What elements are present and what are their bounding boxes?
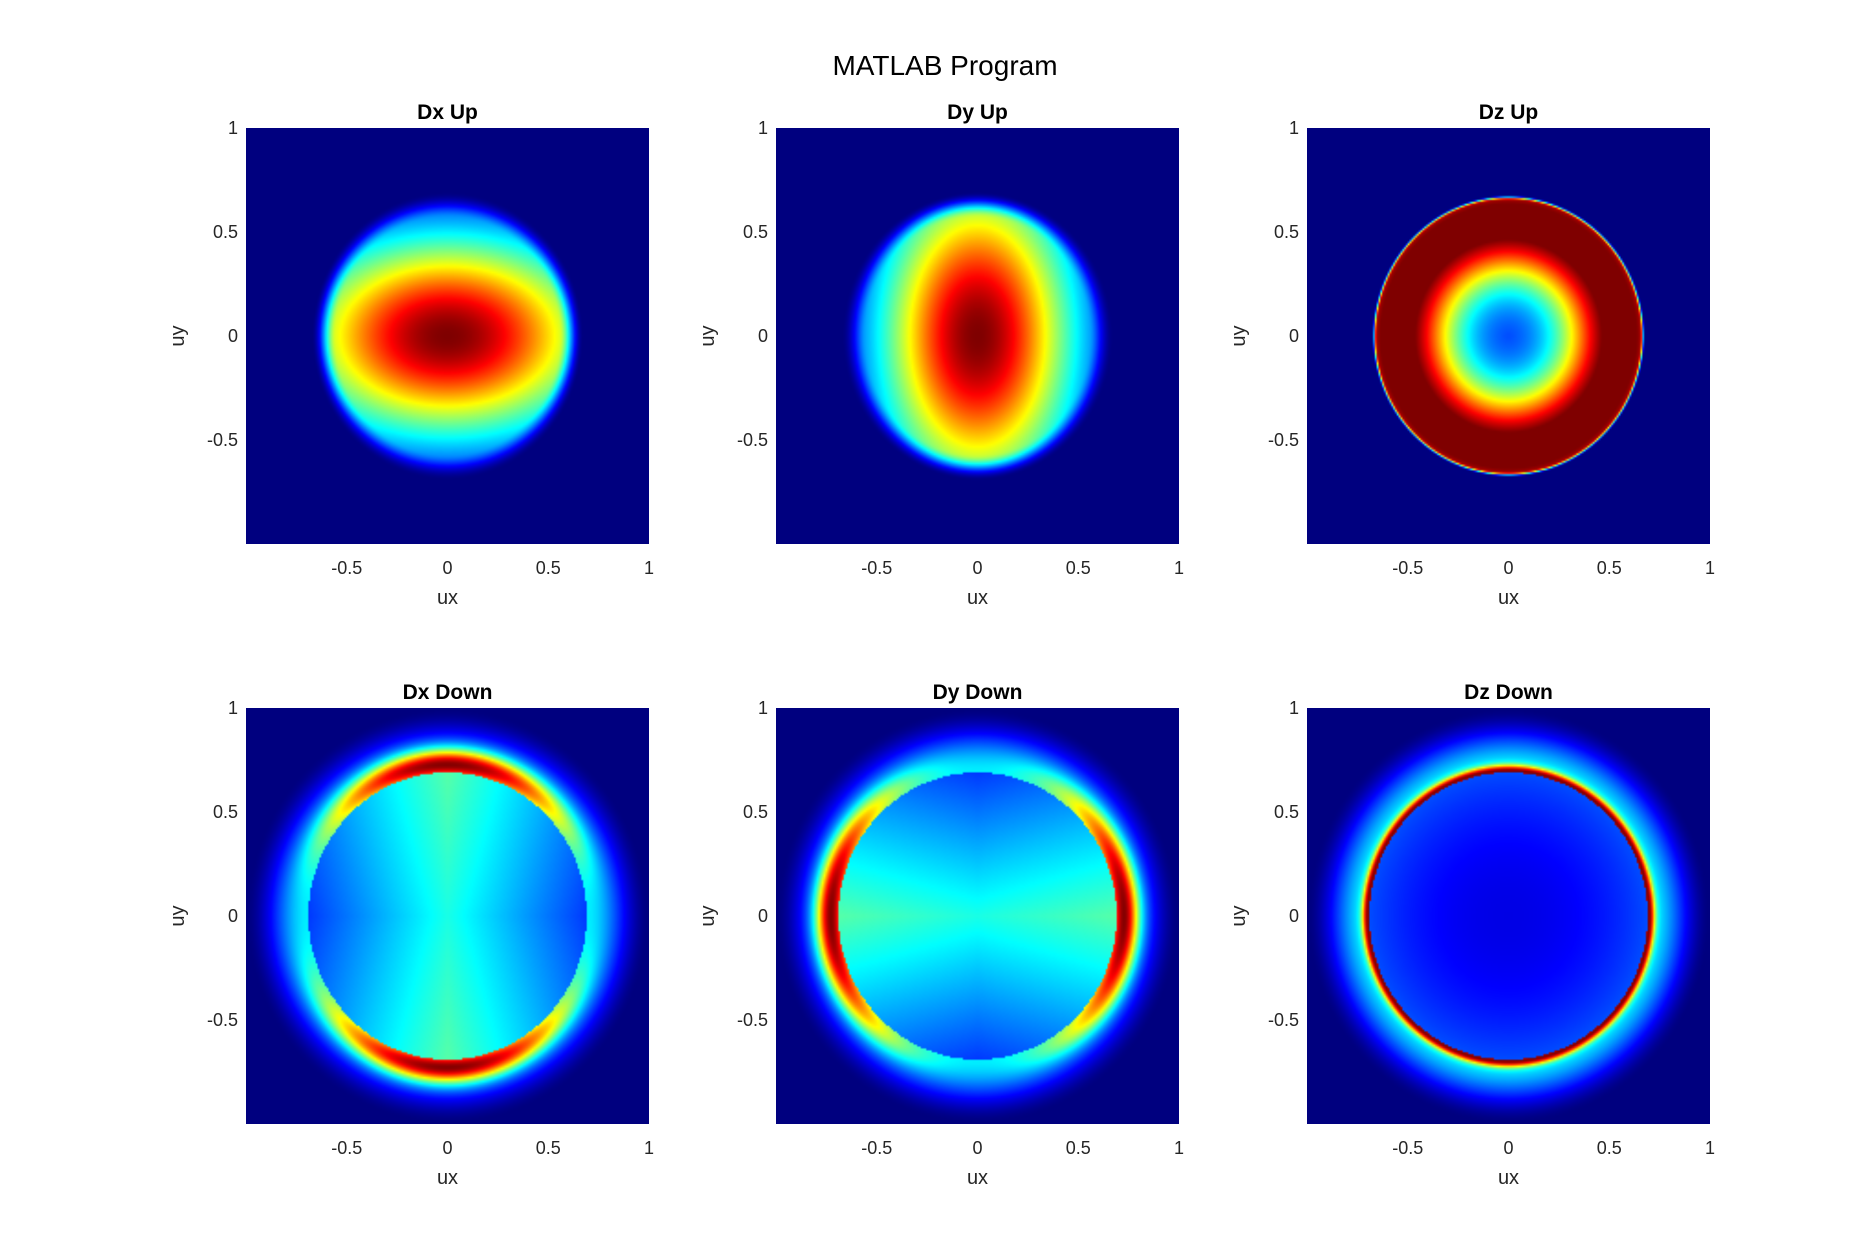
x-tick-label-dy-up: 0: [972, 558, 982, 578]
x-tick-label-dy-down: 1: [1174, 1138, 1184, 1158]
y-tick-label-dy-down: 0: [758, 906, 768, 926]
y-tick-label-dy-down: 1: [758, 698, 768, 718]
y-tick-label-dy-up: 1: [758, 118, 768, 138]
y-axis-label-dx-down: uy: [167, 905, 189, 926]
x-tick-label-dx-down: 1: [644, 1138, 654, 1158]
heatmap-dx-up: [246, 128, 649, 544]
x-axis-label-dx-up: ux: [437, 587, 458, 609]
x-tick-label-dz-up: -0.5: [1392, 558, 1423, 578]
y-tick-label-dz-down: 1: [1289, 698, 1299, 718]
y-tick-label-dy-up: 0.5: [743, 222, 768, 242]
x-tick-label-dy-up: -0.5: [861, 558, 892, 578]
x-tick-label-dy-up: 0.5: [1066, 558, 1091, 578]
y-tick-label-dz-up: 0: [1289, 326, 1299, 346]
y-tick-label-dz-up: -0.5: [1268, 430, 1299, 450]
heatmap-dz-down: [1307, 708, 1710, 1124]
y-tick-label-dx-up: 0: [228, 326, 238, 346]
x-tick-label-dx-up: 1: [644, 558, 654, 578]
heatmap-dy-down: [776, 708, 1179, 1124]
x-tick-label-dy-down: 0: [972, 1138, 982, 1158]
y-tick-label-dz-down: -0.5: [1268, 1010, 1299, 1030]
y-tick-label-dx-up: 1: [228, 118, 238, 138]
heatmap-dy-up: [776, 128, 1179, 544]
heatmap-dz-up: [1307, 128, 1710, 544]
y-tick-label-dx-down: 0.5: [213, 802, 238, 822]
subplot-dy-down: Dy Down -0.5 0 0.5 1 -0.5 0 0.5 1 ux uy: [697, 681, 1184, 1189]
x-axis-label-dz-up: ux: [1498, 587, 1519, 609]
x-tick-label-dz-down: 0.5: [1597, 1138, 1622, 1158]
x-axis-label-dy-up: ux: [967, 587, 988, 609]
x-tick-label-dy-down: -0.5: [861, 1138, 892, 1158]
x-tick-label-dz-up: 1: [1705, 558, 1715, 578]
y-tick-label-dz-down: 0.5: [1274, 802, 1299, 822]
y-tick-label-dz-up: 0.5: [1274, 222, 1299, 242]
figure-title: MATLAB Program: [832, 50, 1057, 81]
y-tick-label-dx-up: 0.5: [213, 222, 238, 242]
y-tick-label-dy-up: -0.5: [737, 430, 768, 450]
y-tick-label-dy-down: 0.5: [743, 802, 768, 822]
y-tick-label-dy-down: -0.5: [737, 1010, 768, 1030]
subplot-dz-down: Dz Down -0.5 0 0.5 1 -0.5 0 0.5 1 ux uy: [1228, 681, 1715, 1189]
y-tick-label-dz-down: 0: [1289, 906, 1299, 926]
subplot-dz-up: Dz Up -0.5 0 0.5 1 -0.5 0 0.5 1 ux uy: [1228, 101, 1715, 609]
x-tick-label-dz-down: -0.5: [1392, 1138, 1423, 1158]
y-tick-label-dz-up: 1: [1289, 118, 1299, 138]
x-tick-label-dx-down: -0.5: [331, 1138, 362, 1158]
axis-title-dx-down: Dx Down: [403, 681, 493, 704]
x-tick-label-dx-down: 0.5: [536, 1138, 561, 1158]
axes-layer: Dx Up -0.5 0 0.5 1 -0.5 0 0.5 1 ux uy Dy Up -0.5 0 0.5…: [167, 101, 1715, 1189]
y-tick-label-dx-down: 0: [228, 906, 238, 926]
x-tick-label-dz-down: 0: [1503, 1138, 1513, 1158]
axis-title-dy-up: Dy Up: [947, 101, 1008, 124]
subplot-dx-up: Dx Up -0.5 0 0.5 1 -0.5 0 0.5 1 ux uy: [167, 101, 654, 609]
y-tick-label-dx-down: 1: [228, 698, 238, 718]
x-tick-label-dz-up: 0.5: [1597, 558, 1622, 578]
axis-title-dy-down: Dy Down: [933, 681, 1023, 704]
y-axis-label-dy-down: uy: [697, 905, 719, 926]
subplot-dy-up: Dy Up -0.5 0 0.5 1 -0.5 0 0.5 1 ux uy: [697, 101, 1184, 609]
y-axis-label-dy-up: uy: [697, 325, 719, 346]
x-axis-label-dx-down: ux: [437, 1167, 458, 1189]
y-tick-label-dy-up: 0: [758, 326, 768, 346]
axis-title-dx-up: Dx Up: [417, 101, 478, 124]
x-tick-label-dx-up: 0: [442, 558, 452, 578]
x-tick-label-dx-up: 0.5: [536, 558, 561, 578]
axis-title-dz-up: Dz Up: [1479, 101, 1539, 124]
heatmap-dx-down: [246, 708, 649, 1124]
subplot-dx-down: Dx Down -0.5 0 0.5 1 -0.5 0 0.5 1 ux uy: [167, 681, 654, 1189]
x-tick-label-dz-up: 0: [1503, 558, 1513, 578]
x-tick-label-dz-down: 1: [1705, 1138, 1715, 1158]
x-axis-label-dz-down: ux: [1498, 1167, 1519, 1189]
y-axis-label-dx-up: uy: [167, 325, 189, 346]
x-tick-label-dx-up: -0.5: [331, 558, 362, 578]
y-axis-label-dz-up: uy: [1228, 325, 1250, 346]
y-tick-label-dx-up: -0.5: [207, 430, 238, 450]
y-axis-label-dz-down: uy: [1228, 905, 1250, 926]
x-tick-label-dy-up: 1: [1174, 558, 1184, 578]
y-tick-label-dx-down: -0.5: [207, 1010, 238, 1030]
x-axis-label-dy-down: ux: [967, 1167, 988, 1189]
x-tick-label-dy-down: 0.5: [1066, 1138, 1091, 1158]
axis-title-dz-down: Dz Down: [1464, 681, 1553, 704]
x-tick-label-dx-down: 0: [442, 1138, 452, 1158]
